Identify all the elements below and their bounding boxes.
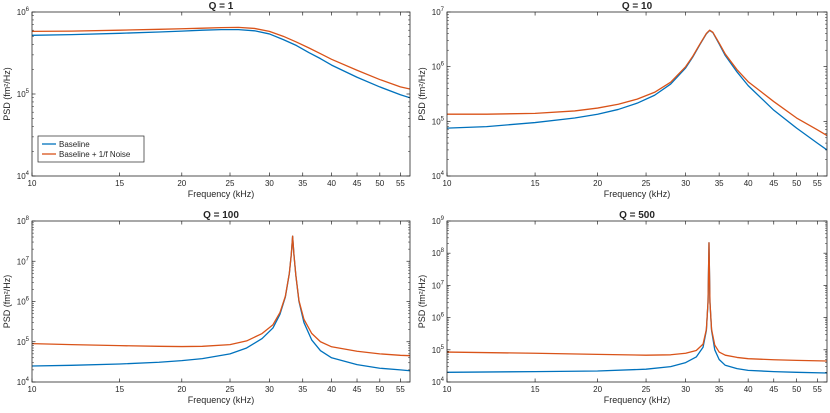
x-tick-label: 40 [327,179,336,188]
x-tick-label: 20 [593,179,602,188]
x-tick-label: 20 [177,385,186,394]
x-tick-label: 45 [769,385,778,394]
y-tick-label: 106 [17,7,30,17]
x-tick-label: 40 [744,385,753,394]
x-tick-label: 15 [531,385,540,394]
series-line-baseline [32,28,410,99]
x-tick-label: 15 [115,385,124,394]
y-axis-label: PSD (fm²/Hz) [2,275,12,329]
y-axis-label: PSD (fm²/Hz) [2,67,12,121]
x-tick-label: 35 [298,179,307,188]
x-tick-label: 30 [681,385,690,394]
chart-title: Q = 500 [619,210,655,221]
y-tick-label: 104 [17,377,30,387]
chart-title: Q = 10 [622,1,653,12]
y-tick-label: 105 [432,116,445,126]
x-tick-label: 55 [813,385,822,394]
x-tick-label: 45 [769,179,778,188]
x-tick-label: 40 [327,385,336,394]
x-tick-label: 30 [681,179,690,188]
plot-panel-1: 10 15 20 25 30 35 40 45 50 55 104 105 106 Q = 1 Freque… [2,1,411,199]
series-line-noise [447,29,827,137]
x-tick-label: 45 [353,179,362,188]
plot-panel-2: 10 15 20 25 30 35 40 45 50 55 104 105 106 107 Q = 10 Fr… [417,1,828,199]
x-tick-label: 20 [593,385,602,394]
x-tick-label: 35 [715,385,724,394]
y-tick-label: 104 [17,171,30,181]
x-axis-label: Frequency (kHz) [188,395,255,405]
y-tick-label: 105 [17,337,30,347]
axes-box [446,220,828,383]
x-tick-label: 25 [226,179,235,188]
x-tick-label: 15 [531,179,540,188]
x-tick-label: 20 [177,179,186,188]
x-tick-label: 35 [298,385,307,394]
x-tick-label: 55 [396,179,405,188]
y-tick-label: 109 [432,216,445,226]
y-tick-label: 106 [432,62,445,72]
x-axis-label: Frequency (kHz) [604,189,671,199]
x-tick-label: 50 [375,179,384,188]
y-tick-label: 104 [432,377,445,387]
legend-box [37,135,145,163]
plot-area [32,221,410,382]
series-line-noise [32,26,410,90]
y-tick-label: 108 [17,216,30,226]
series-line-noise [32,235,410,357]
x-tick-label: 45 [353,385,362,394]
plot-area [447,221,827,382]
y-tick-label: 107 [432,280,445,290]
y-tick-label: 104 [432,171,445,181]
plot-area [447,12,827,176]
x-tick-label: 25 [642,385,651,394]
legend-entry: Baseline + 1/f Noise [59,150,131,159]
x-tick-label: 25 [642,179,651,188]
x-tick-label: 35 [715,179,724,188]
y-tick-label: 107 [17,256,30,266]
y-tick-label: 105 [17,89,30,99]
x-tick-label: 10 [28,385,37,394]
x-tick-label: 30 [265,385,274,394]
x-tick-label: 50 [375,385,384,394]
x-tick-label: 10 [28,179,37,188]
legend-entry: Baseline [59,140,90,149]
y-axis-label: PSD (fm²/Hz) [417,275,427,329]
x-tick-label: 25 [226,385,235,394]
y-tick-label: 107 [432,7,445,17]
y-tick-label: 108 [432,248,445,258]
y-axis-label: PSD (fm²/Hz) [417,67,427,121]
x-axis-label: Frequency (kHz) [188,189,255,199]
x-tick-label: 15 [115,179,124,188]
x-tick-label: 55 [813,179,822,188]
x-tick-label: 50 [792,179,801,188]
plot-panel-3: 10 15 20 25 30 35 40 45 50 55 104 105 106 107 108 Q = 1… [2,210,411,405]
y-tick-label: 106 [432,313,445,323]
x-tick-label: 50 [792,385,801,394]
chart-title: Q = 100 [203,210,239,221]
x-axis-label: Frequency (kHz) [604,395,671,405]
y-tick-label: 105 [432,345,445,355]
x-tick-label: 10 [443,179,452,188]
plot-panel-4: 10 15 20 25 30 35 40 45 50 55 104 105 106 107 108 109 Q … [417,210,828,405]
axes-box [446,11,828,177]
x-tick-label: 55 [396,385,405,394]
x-tick-label: 30 [265,179,274,188]
x-tick-label: 40 [744,179,753,188]
chart-title: Q = 1 [209,1,234,12]
x-tick-label: 10 [443,385,452,394]
series-line-noise [447,242,827,362]
y-tick-label: 106 [17,297,30,307]
